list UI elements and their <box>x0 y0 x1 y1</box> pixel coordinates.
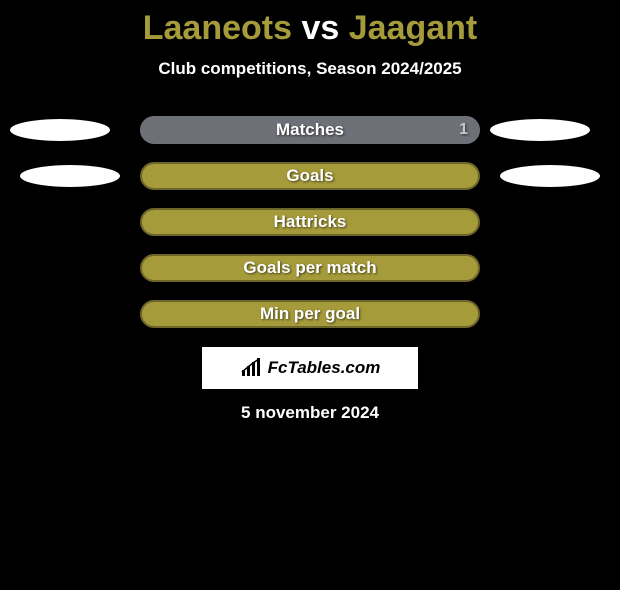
stat-bar-label: Min per goal <box>260 304 360 324</box>
stat-bar-label: Goals <box>286 166 333 186</box>
stat-bar: Goals <box>140 162 480 190</box>
stat-bar-label: Matches <box>276 120 344 140</box>
title-player1: Laaneots <box>143 9 292 47</box>
chart-icon <box>240 358 264 378</box>
logo-text: FcTables.com <box>268 358 381 378</box>
stat-bar-value: 1 <box>459 121 468 139</box>
stat-bar: Goals per match <box>140 254 480 282</box>
left-ellipse <box>20 165 120 187</box>
source-logo: FcTables.com <box>202 347 418 389</box>
stat-bar: Min per goal <box>140 300 480 328</box>
date-text: 5 november 2024 <box>0 403 620 423</box>
stat-row: Matches 1 <box>0 107 620 153</box>
right-ellipse <box>490 119 590 141</box>
stat-bar: Hattricks <box>140 208 480 236</box>
stat-bar-label: Goals per match <box>243 258 376 278</box>
stat-bar: Matches 1 <box>140 116 480 144</box>
stat-row: Min per goal <box>0 291 620 337</box>
stat-row: Goals <box>0 153 620 199</box>
subtitle: Club competitions, Season 2024/2025 <box>0 59 620 79</box>
stats-stage: Matches 1 Goals Hattricks Goals per match Min… <box>0 107 620 337</box>
left-ellipse <box>10 119 110 141</box>
title-player2: Jaagant <box>349 9 478 47</box>
stat-bar-label: Hattricks <box>274 212 347 232</box>
page-title: Laaneots vs Jaagant <box>0 10 620 47</box>
stat-row: Hattricks <box>0 199 620 245</box>
stat-row: Goals per match <box>0 245 620 291</box>
title-vs: vs <box>301 9 339 47</box>
right-ellipse <box>500 165 600 187</box>
